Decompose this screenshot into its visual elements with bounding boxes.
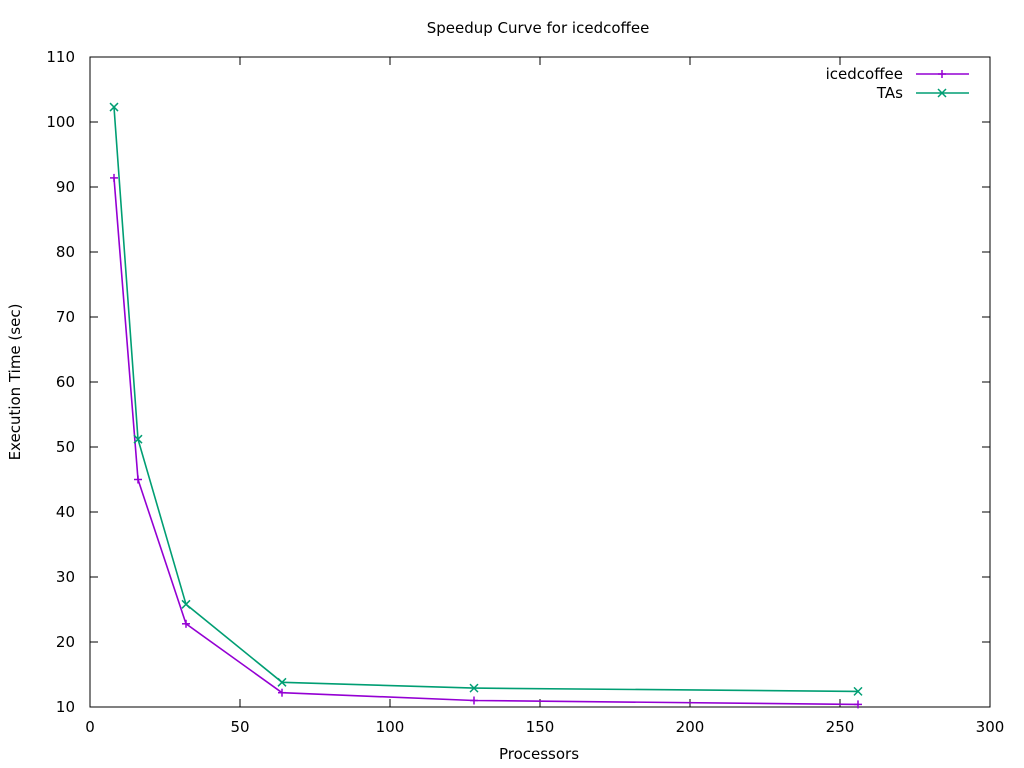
data-point-TAs xyxy=(133,434,143,444)
data-point-icedcoffee xyxy=(134,475,142,484)
x-tick-label: 50 xyxy=(230,718,249,736)
data-point-icedcoffee xyxy=(182,619,190,628)
axes: 0 50 100 150 200 250 300 10 20 30 40 50 60 70 80 90 100 1… xyxy=(46,48,1004,736)
data-point-TAs xyxy=(469,683,479,693)
y-tick-label: 100 xyxy=(46,113,75,131)
legend-label-TAs: TAs xyxy=(876,84,903,102)
x-tick-label: 300 xyxy=(976,718,1005,736)
data-point-icedcoffee xyxy=(278,688,286,697)
y-axis-label: Execution Time (sec) xyxy=(6,304,24,461)
x-axis-label: Processors xyxy=(499,745,579,763)
plot-frame xyxy=(89,56,991,708)
x-tick-label: 100 xyxy=(376,718,405,736)
y-tick-label: 90 xyxy=(56,178,75,196)
y-tick-label: 60 xyxy=(56,373,75,391)
data-point-TAs xyxy=(109,102,119,112)
legend-marker-icedcoffee xyxy=(938,70,946,78)
data-point-icedcoffee xyxy=(470,696,478,705)
y-tick-label: 110 xyxy=(46,48,75,66)
x-tick-label: 150 xyxy=(526,718,555,736)
x-tick-label: 200 xyxy=(676,718,705,736)
y-tick-label: 50 xyxy=(56,438,75,456)
y-tick-label: 10 xyxy=(56,698,75,716)
y-tick-label: 80 xyxy=(56,243,75,261)
series-line-icedcoffee xyxy=(113,177,859,706)
legend-marker-TAs xyxy=(937,88,947,98)
y-tick-label: 20 xyxy=(56,633,75,651)
data-point-TAs xyxy=(181,599,191,609)
series-layer xyxy=(109,102,863,709)
data-point-TAs xyxy=(853,686,863,696)
x-tick-label: 250 xyxy=(826,718,855,736)
legend-label-icedcoffee: icedcoffee xyxy=(826,65,903,83)
y-tick-label: 30 xyxy=(56,568,75,586)
data-point-TAs xyxy=(277,677,287,687)
data-point-icedcoffee xyxy=(854,700,862,709)
x-tick-label: 0 xyxy=(85,718,95,736)
data-point-icedcoffee xyxy=(110,173,118,182)
y-tick-label: 40 xyxy=(56,503,75,521)
chart-title: Speedup Curve for icedcoffee xyxy=(427,19,650,37)
series-line-TAs xyxy=(113,107,859,693)
y-tick-label: 70 xyxy=(56,308,75,326)
